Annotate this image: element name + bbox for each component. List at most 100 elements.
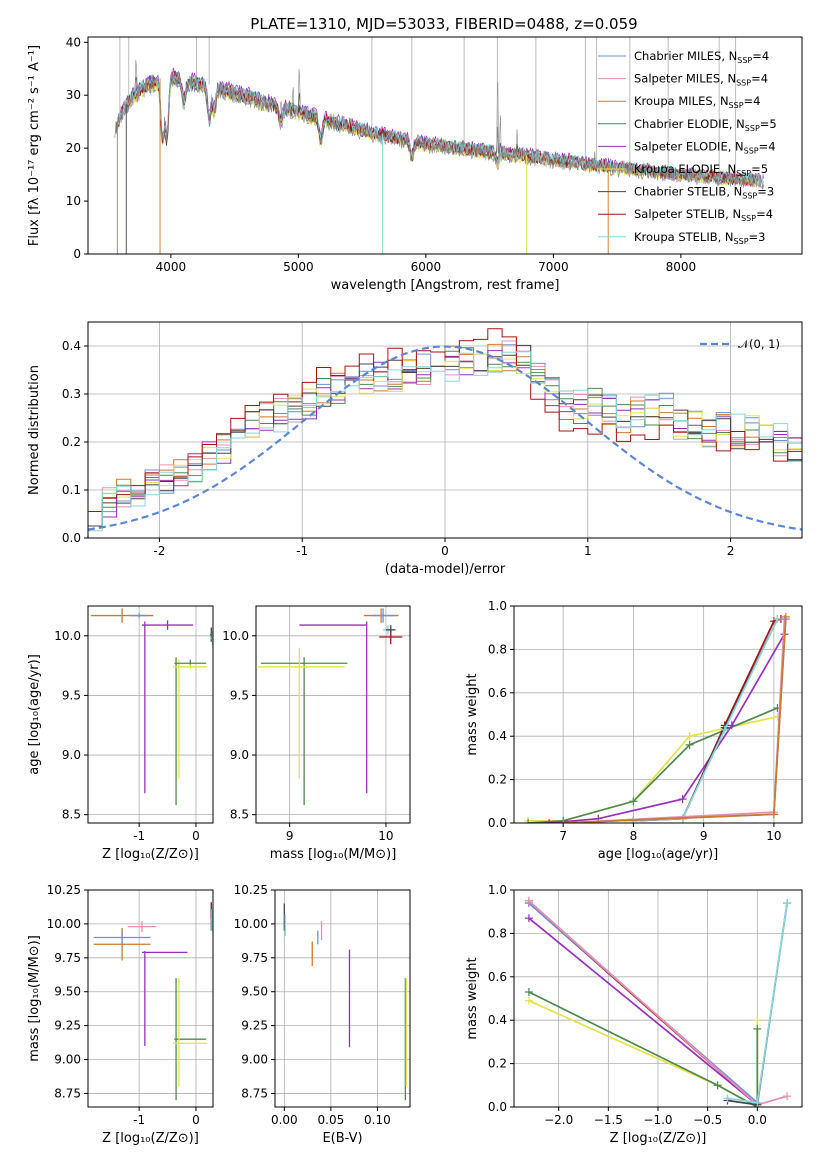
y-tick-label: 9.50 <box>54 985 81 999</box>
x-tick: −0.5 <box>693 1107 722 1127</box>
x-tick: 0 <box>192 823 200 843</box>
y-tick: 9.5 <box>62 688 88 702</box>
x-tick-label: 8 <box>630 829 638 843</box>
x-tick-label: 10 <box>766 829 781 843</box>
x-tick-label: 4000 <box>156 260 187 274</box>
series-marker <box>753 1016 762 1025</box>
axes-frame <box>87 36 803 255</box>
y-tick-label: 0 <box>73 247 81 261</box>
series-marker <box>769 810 778 819</box>
legend-label: Salpeter ELODIE, NSSP=4 <box>634 139 776 155</box>
y-tick-label: 0.0 <box>488 816 507 830</box>
series-line <box>549 633 786 823</box>
x-axis-label: Z [log₁₀(Z/Z⊙)] <box>610 1131 707 1146</box>
y-tick-label: 10.0 <box>222 629 249 643</box>
y-tick: 0.1 <box>62 483 88 497</box>
x-tick-label: 0.0 <box>748 1113 767 1127</box>
y-tick-label: 9.75 <box>54 951 81 965</box>
x-tick: 8 <box>630 823 638 843</box>
x-axis-label: mass [log₁₀(M/M⊙)] <box>270 847 397 862</box>
series-line <box>528 917 758 1106</box>
x-tick: −1.5 <box>594 1107 623 1127</box>
y-tick: 0.8 <box>488 926 514 940</box>
residual-legend: 𝒩(0, 1) <box>700 337 780 351</box>
y-tick: 10.0 <box>222 629 256 643</box>
x-tick: 10 <box>378 823 394 843</box>
x-tick-label: −1.5 <box>594 1113 623 1127</box>
x-tick-label: 6000 <box>411 260 442 274</box>
series-line <box>563 616 787 823</box>
series-line <box>528 999 759 1107</box>
y-tick-label: 10.0 <box>54 629 81 643</box>
errorbar-point <box>93 930 151 945</box>
y-tick: 0.2 <box>488 773 514 787</box>
axes-residuals: -2 -1 0 1 2 0.0 0.1 0.2 0.3 0.4 (data-model)/error… <box>27 321 803 577</box>
y-tick: 0.6 <box>488 686 514 700</box>
x-tick-label: −1.0 <box>643 1113 672 1127</box>
legend-label: Chabrier MILES, NSSP=4 <box>634 49 769 65</box>
series-line <box>528 991 759 1107</box>
histogram-step <box>88 350 802 527</box>
x-axis-label: Z [log₁₀(Z/Z⊙)] <box>102 847 199 862</box>
legend-label: Kroupa STELIB, NSSP=3 <box>634 230 765 246</box>
histogram-step <box>88 343 802 527</box>
series-marker <box>545 819 554 823</box>
y-tick: 10.25 <box>47 883 88 897</box>
y-tick-label: 0.0 <box>62 531 81 545</box>
series-marker <box>783 1092 792 1101</box>
y-tick: 0.0 <box>62 531 88 545</box>
x-tick-label: 7000 <box>538 260 569 274</box>
x-tick: 0.0 <box>748 1107 767 1127</box>
y-tick: 9.00 <box>241 1053 275 1067</box>
y-axis-label: Flux [fλ 10⁻¹⁷ erg cm⁻² s⁻¹ A⁻¹] <box>27 45 42 246</box>
y-tick: 8.75 <box>241 1086 275 1100</box>
series-marker <box>685 740 694 749</box>
series-marker <box>727 721 736 730</box>
x-tick: 7000 <box>538 254 569 274</box>
series-marker <box>753 1098 762 1107</box>
x-tick-label: 9 <box>286 829 294 843</box>
x-tick: 0 <box>192 1107 200 1127</box>
y-tick: 0.4 <box>62 339 88 353</box>
series-marker <box>559 819 568 823</box>
plot-area <box>256 606 410 823</box>
series-marker <box>524 996 533 1005</box>
y-tick: 0.4 <box>488 729 514 743</box>
x-tick-label: 5000 <box>283 260 314 274</box>
x-tick-label: -1 <box>133 1113 145 1127</box>
y-tick: 10.0 <box>54 629 88 643</box>
y-tick: 8.5 <box>62 808 88 822</box>
y-axis-label: Normed distribution <box>27 365 42 495</box>
axes-frame <box>87 889 214 1108</box>
errorbar-point <box>371 608 395 623</box>
histogram-step <box>88 344 802 527</box>
y-tick: 9.50 <box>241 985 275 999</box>
y-tick-label: 0.0 <box>488 1100 507 1114</box>
x-tick: 1 <box>584 538 592 558</box>
y-tick-label: 9.5 <box>62 688 81 702</box>
errorbar-point <box>211 908 213 931</box>
y-tick-label: 10.25 <box>47 883 81 897</box>
gaussian-curve <box>88 345 802 531</box>
x-tick-label: 1 <box>584 544 592 558</box>
x-tick: 0.10 <box>364 1107 391 1127</box>
x-tick: 0.00 <box>271 1107 298 1127</box>
y-tick-label: 9.25 <box>54 1019 81 1033</box>
series-marker <box>524 914 533 923</box>
y-tick: 1.0 <box>488 599 514 613</box>
y-tick-label: 10.00 <box>47 917 81 931</box>
series-marker <box>773 615 782 624</box>
y-tick-label: 8.75 <box>54 1086 81 1100</box>
y-tick-label: 9.75 <box>241 951 268 965</box>
y-tick-label: 0.2 <box>62 435 81 449</box>
legend-label: Chabrier STELIB, NSSP=3 <box>634 185 774 201</box>
histogram-step <box>88 328 802 512</box>
x-tick-label: 0 <box>192 1113 200 1127</box>
axes-frame <box>87 605 214 824</box>
y-tick-label: 8.5 <box>62 808 81 822</box>
series-marker <box>629 797 638 806</box>
x-tick: −2.0 <box>544 1107 573 1127</box>
y-tick: 9.25 <box>241 1019 275 1033</box>
series-marker <box>723 1094 732 1103</box>
y-axis-label: mass weight <box>465 957 480 1039</box>
